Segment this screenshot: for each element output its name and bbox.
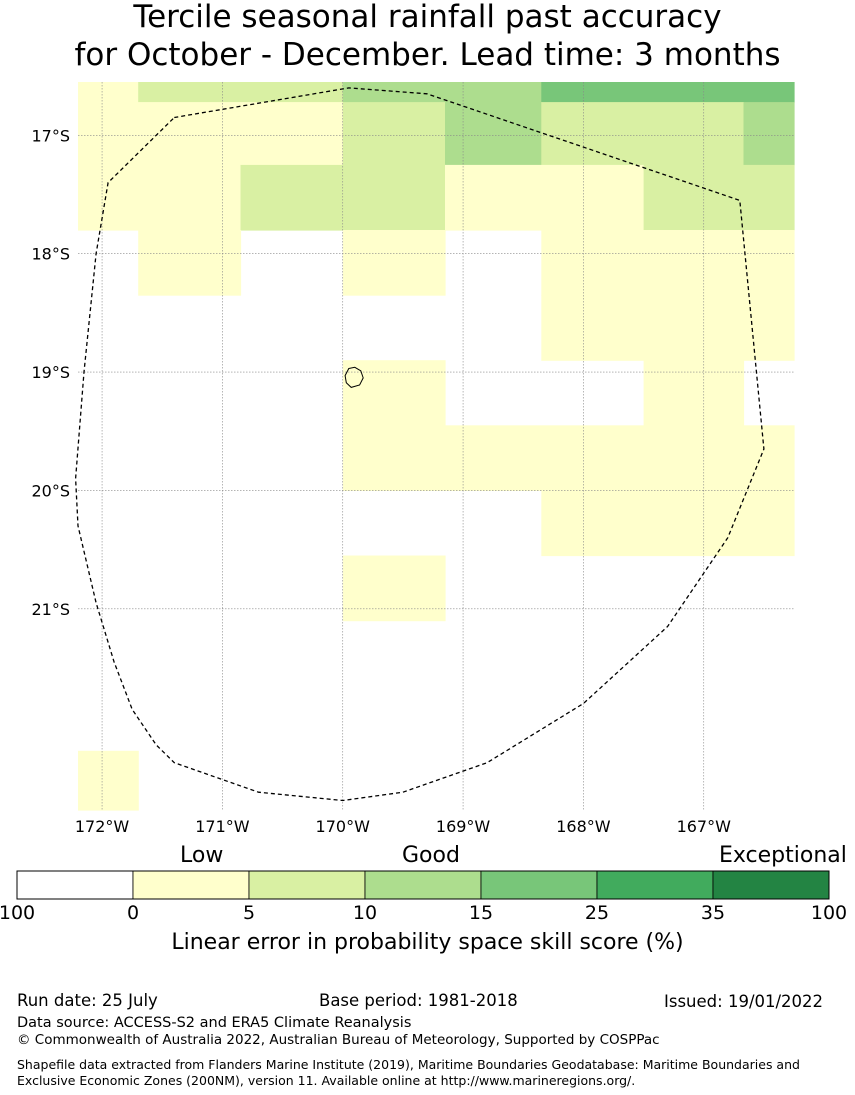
colorbar-segment xyxy=(16,870,134,900)
colorbar-category-good: Good xyxy=(402,843,460,868)
skill-cell xyxy=(445,102,542,166)
colorbar-category-low: Low xyxy=(180,843,224,868)
latitude-label: 21°S xyxy=(31,600,70,619)
skill-cell xyxy=(541,230,795,296)
latitude-label: 18°S xyxy=(31,245,70,264)
colorbar-segment xyxy=(480,870,598,900)
latitude-label: 17°S xyxy=(31,126,70,145)
map-title-line-2: for October - December. Lead time: 3 mon… xyxy=(74,37,781,73)
skill-cell xyxy=(643,360,745,426)
colorbar-tick: 35 xyxy=(700,902,726,924)
longitude-label: 168°W xyxy=(556,817,611,836)
longitude-label: 172°W xyxy=(75,817,130,836)
skill-cell xyxy=(541,490,795,557)
colorbar-tick: 0 xyxy=(126,902,140,924)
copyright: © Commonwealth of Australia 2022, Austra… xyxy=(17,1032,660,1048)
skill-cell xyxy=(445,82,542,103)
skill-cell xyxy=(643,164,795,231)
skill-cell xyxy=(342,425,795,491)
eez-boundary xyxy=(74,87,765,802)
island-outline xyxy=(344,366,364,388)
skill-cell xyxy=(240,164,446,231)
skill-cell xyxy=(78,82,139,103)
skill-cell xyxy=(445,164,645,231)
skill-cell xyxy=(78,164,242,231)
eez-boundary-line xyxy=(74,87,765,802)
skill-cell xyxy=(342,82,446,103)
latitude-label: 19°S xyxy=(31,363,70,382)
longitude-label: 167°W xyxy=(677,817,732,836)
colorbar-tick: 25 xyxy=(584,902,610,924)
colorbar-segment xyxy=(712,870,830,900)
colorbar-tick: 10 xyxy=(352,902,378,924)
colorbar-segment xyxy=(132,870,250,900)
colorbar-category-exceptional: Exceptional xyxy=(719,843,847,868)
skill-cell xyxy=(743,102,795,166)
longitude-label: 171°W xyxy=(195,817,250,836)
skill-cell xyxy=(342,360,446,426)
latitude-label: 20°S xyxy=(31,481,70,500)
skill-cell xyxy=(342,230,446,296)
longitude-label: 169°W xyxy=(436,817,491,836)
skill-cell xyxy=(342,555,446,622)
data-source: Data source: ACCESS-S2 and ERA5 Climate … xyxy=(17,1015,412,1031)
island-shape xyxy=(344,366,364,388)
skill-cell xyxy=(541,295,795,361)
skill-cell xyxy=(541,82,795,103)
colorbar-segment xyxy=(248,870,366,900)
skill-cells xyxy=(78,82,795,811)
skill-score-map: 172°W 171°W 170°W 169°W 168°W 167°W 17°S18°S1… xyxy=(31,82,795,836)
colorbar-tick: 100 xyxy=(0,902,36,924)
colorbar-frame xyxy=(16,870,830,900)
longitude-labels: 172°W 171°W 170°W 169°W 168°W 167°W xyxy=(75,817,731,836)
issued-date: Issued: 19/01/2022 xyxy=(664,992,824,1011)
colorbar-tick: 100 xyxy=(810,902,848,924)
skill-cell xyxy=(78,102,344,166)
skill-cell xyxy=(78,750,139,811)
skill-cell xyxy=(541,102,745,166)
run-date: Run date: 25 July xyxy=(17,991,158,1010)
longitude-label: 170°W xyxy=(316,817,371,836)
graticule xyxy=(78,82,794,810)
colorbar-segment xyxy=(596,870,714,900)
base-period: Base period: 1981-2018 xyxy=(319,991,518,1010)
colorbar-tick: 5 xyxy=(242,902,256,924)
map-title-line-1: Tercile seasonal rainfall past accuracy xyxy=(133,0,722,35)
skill-cell xyxy=(138,230,242,296)
skill-cell xyxy=(138,82,242,103)
colorbar-segment xyxy=(364,870,482,900)
skill-cell xyxy=(240,82,344,103)
colorbar-label: Linear error in probability space skill … xyxy=(171,930,684,955)
skill-cell xyxy=(342,102,446,166)
shapefile-credit: Shapefile data extracted from Flanders M… xyxy=(17,1057,800,1088)
colorbar-tick: 15 xyxy=(468,902,494,924)
latitude-labels: 17°S 18°S 19°S 20°S 21°S xyxy=(31,126,70,618)
